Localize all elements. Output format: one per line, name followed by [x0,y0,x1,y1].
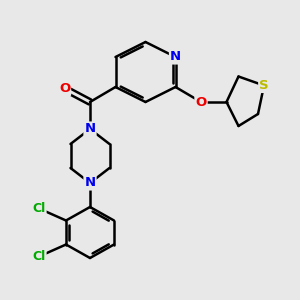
Text: N: N [84,176,96,190]
Text: O: O [59,82,70,95]
Text: N: N [84,122,96,136]
Text: Cl: Cl [32,250,46,263]
Text: S: S [259,79,269,92]
Text: N: N [170,50,181,64]
Text: O: O [195,95,207,109]
Text: Cl: Cl [32,202,46,215]
